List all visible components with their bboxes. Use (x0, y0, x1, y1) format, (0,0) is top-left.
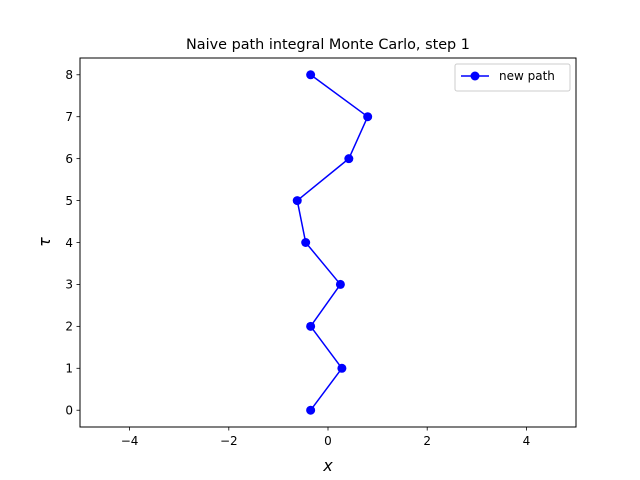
y-tick-label: 5 (65, 194, 73, 208)
y-tick-label: 3 (65, 278, 73, 292)
x-tick-label: 4 (523, 434, 531, 448)
x-tick-label: −2 (220, 434, 238, 448)
y-tick-label: 4 (65, 236, 73, 250)
legend-frame (454, 63, 571, 92)
legend: new path (454, 63, 571, 92)
plot-area (292, 70, 373, 415)
y-tick-label: 0 (65, 404, 73, 418)
series-point (335, 279, 345, 289)
legend-marker-swatch (470, 71, 480, 81)
chart-title: Naive path integral Monte Carlo, step 1 (186, 37, 470, 53)
series-point (301, 238, 311, 247)
series-point (306, 70, 316, 80)
series-point (306, 321, 316, 331)
y-tick-label: 6 (65, 152, 73, 166)
legend-entry-new-path: new path (499, 69, 555, 83)
y-tick-label: 8 (65, 68, 73, 82)
series-point (363, 112, 373, 122)
series-point (306, 405, 316, 415)
x-axis-label: x (322, 456, 333, 475)
x-tick-label: 2 (423, 434, 431, 448)
y-tick-label: 2 (65, 320, 73, 334)
y-tick-label: 1 (65, 362, 73, 376)
series-point (344, 154, 354, 164)
series-point (292, 196, 302, 206)
x-tick-label: 0 (324, 434, 332, 448)
x-tick-label: −4 (121, 434, 139, 448)
y-tick-label: 7 (65, 110, 73, 124)
y-axis-label: τ (35, 237, 54, 247)
series-point (337, 363, 347, 373)
